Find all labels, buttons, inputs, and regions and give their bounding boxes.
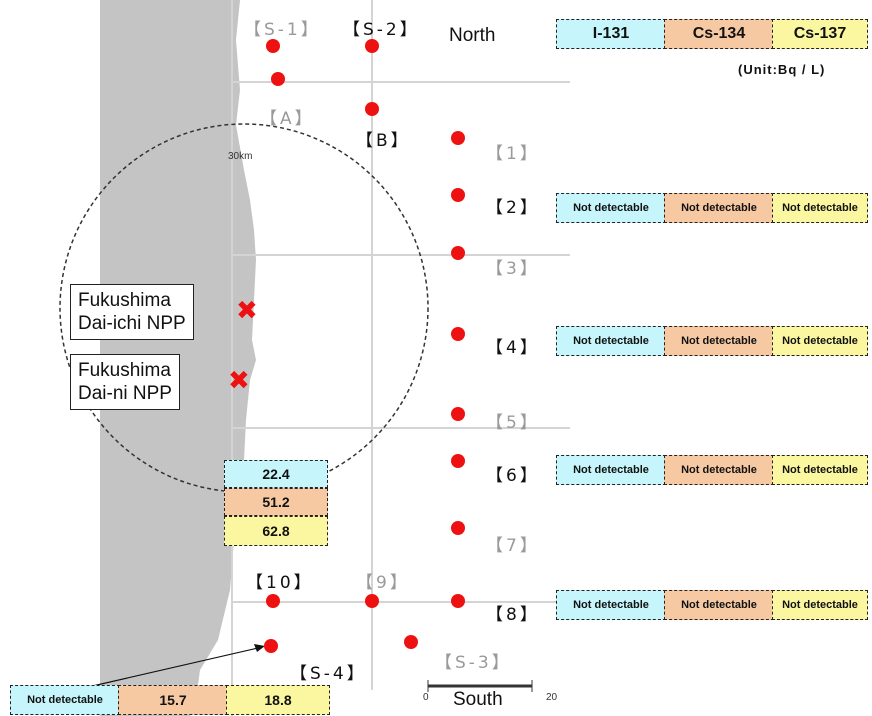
reading-6-cs134: Not detectable [664,455,774,485]
daiichi-npp-label: Fukushima Dai-ichi NPP [70,284,194,340]
north-label: North [449,25,496,46]
label-5: 【5】 [486,413,540,433]
reading-4-cs134: Not detectable [664,326,774,356]
reading-coastal-cs137: 62.8 [224,516,328,546]
reading-s4-cs134: 15.7 [118,685,228,715]
sample-point-5[interactable] [451,407,465,421]
sample-point-3[interactable] [451,246,465,260]
daini-npp-label: Fukushima Dai-ni NPP [70,354,180,410]
sample-point-7[interactable] [451,521,465,535]
reading-4-cs137: Not detectable [772,326,868,356]
radius-label: 30km [228,151,253,162]
sample-point-2[interactable] [451,188,465,202]
label-7: 【7】 [486,536,540,556]
label-2: 【2】 [486,198,540,218]
legend-cs134: Cs-134 [664,19,774,49]
reading-2-cs137: Not detectable [772,193,868,223]
reading-2-cs134: Not detectable [664,193,774,223]
reading-6-i131: Not detectable [556,455,666,485]
label-s1: 【S-1】 [244,20,321,40]
label-3: 【3】 [486,259,540,279]
sample-point-s1[interactable] [266,39,280,53]
legend-cs137: Cs-137 [772,19,868,49]
reading-8-cs137: Not detectable [772,590,868,620]
sample-point-10[interactable] [266,594,280,608]
sample-point-s4[interactable] [264,639,278,653]
south-label: South [453,689,503,710]
reading-s4-i131: Not detectable [10,685,120,715]
reading-s4-cs137: 18.8 [226,685,330,715]
legend-unit: (Unit:Bq / L) [738,62,826,77]
label-s2: 【S-2】 [343,20,420,40]
label-b: 【B】 [356,131,411,151]
sample-point-s3[interactable] [404,635,418,649]
reading-8-i131: Not detectable [556,590,666,620]
reading-8-cs134: Not detectable [664,590,774,620]
label-a: 【A】 [260,109,315,129]
label-s4: 【S-4】 [290,664,367,684]
reading-coastal-i131: 22.4 [224,460,328,488]
sample-point-b[interactable] [365,102,379,116]
reading-2-i131: Not detectable [556,193,666,223]
reading-coastal-cs134: 51.2 [224,488,328,516]
scale-right-label: 20 [546,692,558,703]
legend-i131: I-131 [556,19,666,49]
label-1: 【1】 [486,144,540,164]
label-9: 【9】 [356,573,410,593]
reading-4-i131: Not detectable [556,326,666,356]
label-6: 【6】 [486,466,540,486]
sample-point-9[interactable] [365,594,379,608]
daini-npp-x-icon: ✖ [228,366,250,396]
sample-point-6[interactable] [451,454,465,468]
daiichi-npp-x-icon: ✖ [236,296,258,326]
sample-point-s2[interactable] [365,39,379,53]
sample-point-a[interactable] [271,72,285,86]
label-4: 【4】 [486,338,540,358]
sample-point-4[interactable] [451,327,465,341]
grid-lines [231,0,570,716]
pointer-arrow [74,647,259,691]
sample-point-1[interactable] [451,131,465,145]
label-10: 【10】 [246,573,314,593]
daiichi-npp-text: Fukushima Dai-ichi NPP [78,290,186,334]
label-8: 【8】 [486,605,540,625]
reading-6-cs137: Not detectable [772,455,868,485]
scale-bar [427,680,533,692]
label-s3: 【S-3】 [435,653,512,673]
scale-left-label: 0 [423,692,429,703]
daini-npp-text: Fukushima Dai-ni NPP [78,360,172,404]
sample-point-8[interactable] [451,594,465,608]
